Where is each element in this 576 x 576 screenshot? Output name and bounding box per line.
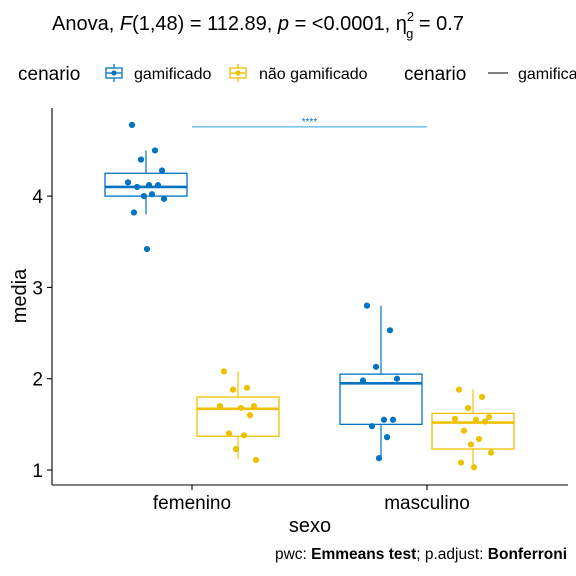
x-tick-label-masculino: masculino — [384, 493, 470, 514]
significance-label: **** — [302, 117, 318, 128]
point-gamificado-masculino — [393, 375, 401, 382]
x-axis-ticks: femenino masculino — [153, 485, 470, 514]
point-nao-gamificado-masculino — [451, 415, 459, 422]
point-nao-gamificado-masculino — [457, 459, 465, 466]
point-nao-gamificado-femenino — [250, 402, 258, 410]
point-nao-gamificado-femenino — [240, 432, 248, 439]
y-tick-label: 1 — [32, 461, 43, 482]
box-iqr — [431, 412, 515, 450]
point-nao-gamificado-femenino — [220, 368, 228, 375]
point-nao-gamificado-masculino — [475, 435, 483, 443]
y-tick-label: 4 — [32, 187, 43, 208]
point-gamificado-femenino — [130, 209, 138, 216]
point-gamificado-femenino — [160, 195, 168, 202]
point-gamificado-masculino — [359, 377, 367, 384]
chart-title: Anova, F(1,48) = 112.89, p = <0.0001, η2… — [52, 9, 464, 41]
point-gamificado-femenino — [145, 182, 153, 189]
point-nao-gamificado-masculino — [487, 449, 495, 456]
box-iqr — [339, 373, 423, 426]
point-gamificado-femenino — [124, 179, 132, 186]
box-gamificado-masculino — [339, 305, 423, 460]
legend-title-fill: cenario — [18, 64, 80, 85]
legend-key-nao-gamificado — [229, 64, 247, 82]
point-gamificado-femenino — [143, 245, 151, 253]
point-gamificado-femenino — [128, 121, 136, 128]
point-gamificado-masculino — [383, 434, 391, 441]
legend-label-gamificado: gamificado — [134, 66, 211, 83]
point-gamificado-femenino — [151, 147, 159, 154]
point-gamificado-masculino — [372, 363, 380, 370]
point-nao-gamificado-femenino — [225, 430, 233, 437]
point-nao-gamificado-femenino — [232, 445, 240, 453]
point-nao-gamificado-masculino — [464, 404, 472, 412]
point-nao-gamificado-masculino — [478, 393, 486, 401]
boxplots — [104, 150, 515, 469]
box-iqr — [196, 396, 280, 437]
point-nao-gamificado-masculino — [455, 386, 463, 393]
point-gamificado-masculino — [389, 416, 397, 423]
y-tick-label: 3 — [32, 278, 43, 299]
legend-title-line: cenario — [404, 64, 466, 85]
legend-label-nao-gamificado: não gamificado — [259, 66, 368, 83]
x-tick-label-femenino: femenino — [153, 493, 231, 514]
point-nao-gamificado-masculino — [472, 416, 480, 423]
point-nao-gamificado-masculino — [485, 413, 493, 421]
point-gamificado-femenino — [140, 193, 148, 200]
point-nao-gamificado-masculino — [467, 441, 475, 448]
point-nao-gamificado-femenino — [246, 412, 254, 419]
legend-key-gamificado — [105, 64, 123, 82]
caption: pwc: Emmeans test; p.adjust: Bonferroni — [275, 546, 567, 563]
point-gamificado-masculino — [368, 423, 376, 430]
x-axis-label: sexo — [289, 515, 331, 537]
point-nao-gamificado-masculino — [470, 464, 478, 471]
point-nao-gamificado-femenino — [243, 384, 251, 391]
jitter-points — [124, 121, 495, 471]
y-tick-label: 2 — [32, 370, 43, 391]
point-nao-gamificado-femenino — [237, 404, 245, 412]
point-gamificado-femenino — [133, 183, 141, 191]
y-axis-label: media — [9, 268, 31, 323]
y-axis-ticks: 1 2 3 4 — [32, 187, 52, 482]
point-nao-gamificado-femenino — [216, 402, 224, 410]
point-gamificado-femenino — [148, 191, 156, 198]
point-nao-gamificado-femenino — [252, 456, 260, 464]
legend: cenario gamificado não gamificado cenari… — [18, 64, 576, 85]
box-nao-gamificado-masculino — [431, 389, 515, 469]
point-gamificado-masculino — [386, 327, 394, 334]
point-gamificado-masculino — [375, 455, 383, 462]
point-gamificado-femenino — [137, 156, 145, 163]
point-gamificado-masculino — [363, 302, 371, 309]
point-nao-gamificado-masculino — [481, 418, 489, 425]
box-gamificado-femenino — [104, 150, 188, 215]
box-nao-gamificado-femenino — [196, 371, 280, 460]
point-gamificado-femenino — [154, 182, 162, 189]
legend-label-line-gamificado: gamificado — [518, 66, 576, 83]
point-gamificado-masculino — [380, 416, 388, 423]
point-gamificado-femenino — [158, 167, 166, 174]
point-nao-gamificado-femenino — [229, 386, 237, 393]
point-nao-gamificado-masculino — [460, 427, 468, 434]
